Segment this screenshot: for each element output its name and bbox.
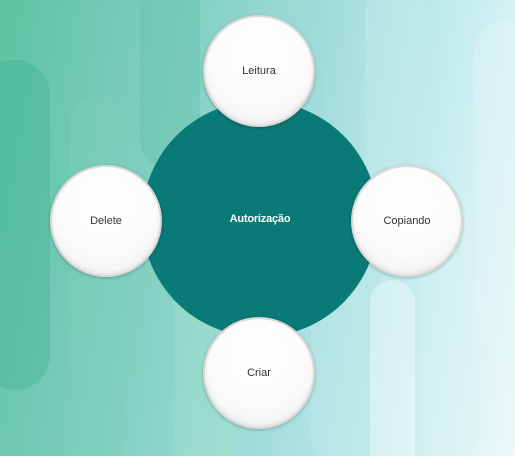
node-top[interactable]: Leitura	[203, 15, 315, 127]
node-label-right: Copiando	[383, 215, 431, 227]
node-right[interactable]: Copiando	[351, 165, 463, 277]
node-label-left: Delete	[90, 215, 122, 227]
node-label-top: Leitura	[242, 65, 276, 77]
node-label-bottom: Criar	[247, 367, 271, 379]
background-stripe	[0, 60, 50, 390]
background-stripe	[475, 20, 515, 350]
node-left[interactable]: Delete	[50, 165, 162, 277]
center-circle: Autorização	[142, 101, 378, 337]
node-bottom[interactable]: Criar	[203, 317, 315, 429]
background-stripe	[370, 280, 415, 456]
center-label: Autorização	[229, 213, 291, 225]
